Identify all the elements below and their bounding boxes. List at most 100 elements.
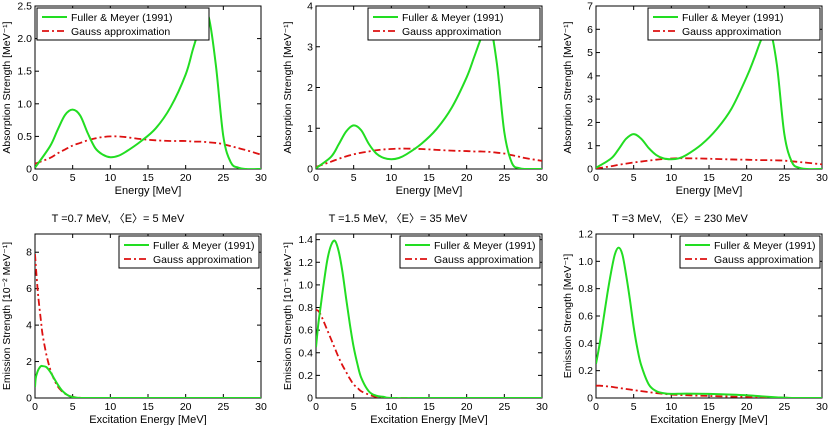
legend: Fuller & Meyer (1991) Gauss approximation	[679, 235, 821, 269]
y-tick-label: 1.5	[17, 66, 32, 78]
y-axis-label: Emission Strength [MeV⁻¹]	[562, 254, 574, 379]
x-tick-label: 30	[255, 172, 267, 184]
x-tick-label: 20	[180, 172, 192, 184]
y-tick-label: 0.6	[578, 311, 593, 323]
y-tick-label: 1.2	[578, 229, 593, 241]
y-tick-label: 0	[587, 164, 593, 176]
x-tick-label: 15	[423, 172, 435, 184]
x-axis-label: Excitation Energy [MeV]	[650, 414, 767, 425]
y-tick-label: 6	[587, 24, 593, 36]
panel-5: 0 5 10 15 20 25 30 0 0.2 0.4 0.6 0.8 1.0 1.2 1.4 Excita…	[282, 233, 548, 425]
y-axis-label: Absorption Strength [MeV⁻¹]	[1, 21, 13, 153]
fuller-meyer-line	[316, 20, 542, 169]
y-axis-label: Emission Strength [10⁻² MeV⁻¹]	[1, 242, 13, 390]
x-tick-label: 5	[351, 401, 357, 413]
x-tick-label: 25	[217, 401, 229, 413]
x-tick-label: 0	[593, 401, 599, 413]
x-tick-label: 15	[703, 172, 715, 184]
gauss-approximation-line	[596, 384, 822, 398]
y-tick-label: 0	[26, 164, 32, 176]
x-tick-label: 25	[778, 401, 790, 413]
legend-box	[647, 7, 821, 41]
x-axis-label: Energy [MeV]	[676, 185, 743, 197]
y-tick-label: 1	[307, 123, 313, 135]
legend-fuller-label: Fuller & Meyer (1991)	[682, 12, 784, 24]
x-axis-label: Energy [MeV]	[115, 185, 182, 197]
x-tick-label: 30	[536, 172, 548, 184]
y-tick-label: 7	[587, 1, 593, 13]
x-tick-label: 20	[461, 172, 473, 184]
condition-title: T =3 MeV, 〈E〉= 230 MeV	[612, 212, 748, 225]
y-tick-label: 0.4	[578, 338, 593, 350]
y-axis-label: Absorption Strength [MeV⁻¹]	[282, 21, 294, 153]
y-tick-label: 0.2	[578, 365, 593, 377]
x-tick-label: 0	[313, 401, 319, 413]
x-tick-label: 15	[142, 401, 154, 413]
x-tick-label: 20	[180, 401, 192, 413]
y-tick-label: 1.0	[298, 279, 313, 291]
y-tick-label: 1.0	[17, 98, 32, 110]
x-tick-label: 30	[255, 401, 267, 413]
legend-gauss-label: Gauss approximation	[402, 26, 501, 38]
y-tick-label: 4	[307, 1, 313, 13]
x-tick-label: 10	[104, 401, 116, 413]
x-tick-label: 5	[70, 401, 76, 413]
x-tick-label: 10	[385, 172, 397, 184]
legend-gauss-label: Gauss approximation	[153, 254, 252, 266]
y-tick-label: 2	[26, 356, 32, 368]
y-tick-label: 0	[587, 393, 593, 405]
y-tick-label: 1.4	[298, 234, 313, 246]
x-tick-label: 0	[32, 172, 38, 184]
y-tick-label: 0.2	[298, 370, 313, 382]
y-tick-label: 0.4	[298, 347, 313, 359]
legend-box	[399, 235, 541, 269]
legend: Fuller & Meyer (1991) Gauss approximation	[36, 7, 210, 41]
legend-box	[367, 7, 541, 41]
condition-title: T =0.7 MeV, 〈E〉= 5 MeV	[52, 212, 185, 225]
x-axis-label: Excitation Energy [MeV]	[370, 414, 487, 425]
legend: Fuller & Meyer (1991) Gauss approximation	[647, 7, 821, 41]
gauss-approximation-line	[596, 157, 822, 169]
y-tick-label: 2.5	[17, 1, 32, 13]
x-tick-label: 5	[351, 172, 357, 184]
legend: Fuller & Meyer (1991) Gauss approximation	[118, 235, 260, 269]
x-tick-label: 10	[385, 401, 397, 413]
y-tick-label: 0.8	[298, 302, 313, 314]
x-tick-label: 25	[498, 172, 510, 184]
y-tick-label: 2	[307, 82, 313, 94]
x-tick-label: 30	[536, 401, 548, 413]
x-tick-label: 15	[703, 401, 715, 413]
legend-fuller-label: Fuller & Meyer (1991)	[153, 240, 255, 252]
panel-6: 0 5 10 15 20 25 30 0 0.2 0.4 0.6 0.8 1.0 1.2 Excitatio…	[562, 229, 828, 425]
y-axis-label: Absorption Strength [MeV⁻¹]	[562, 21, 574, 153]
x-tick-label: 5	[70, 172, 76, 184]
legend-fuller-label: Fuller & Meyer (1991)	[714, 240, 816, 252]
fuller-meyer-line	[316, 239, 542, 398]
x-tick-label: 0	[32, 401, 38, 413]
y-tick-label: 4	[26, 320, 32, 332]
x-tick-label: 30	[816, 401, 828, 413]
y-axis-label: Emission Strength [10⁻¹ MeV⁻¹]	[282, 242, 294, 390]
legend-fuller-label: Fuller & Meyer (1991)	[71, 12, 173, 24]
x-tick-label: 30	[816, 172, 828, 184]
legend-gauss-label: Gauss approximation	[434, 254, 533, 266]
x-tick-label: 5	[631, 172, 637, 184]
y-tick-label: 1	[587, 140, 593, 152]
x-tick-label: 15	[142, 172, 154, 184]
x-tick-label: 20	[461, 401, 473, 413]
legend-gauss-label: Gauss approximation	[71, 26, 170, 38]
x-tick-label: 20	[741, 172, 753, 184]
x-tick-label: 25	[498, 401, 510, 413]
y-tick-label: 8	[26, 247, 32, 259]
y-tick-label: 3	[307, 41, 313, 53]
x-tick-label: 10	[665, 172, 677, 184]
y-tick-label: 0	[307, 393, 313, 405]
y-tick-label: 5	[587, 47, 593, 59]
y-tick-label: 4	[587, 70, 593, 82]
panel-2: 0 5 10 15 20 25 30 0 1 2 3 4 Energy [MeV] Absorption …	[282, 1, 548, 198]
gauss-approximation-line	[35, 253, 261, 398]
x-tick-label: 25	[217, 172, 229, 184]
fuller-meyer-line	[596, 26, 822, 169]
legend-fuller-label: Fuller & Meyer (1991)	[402, 12, 504, 24]
